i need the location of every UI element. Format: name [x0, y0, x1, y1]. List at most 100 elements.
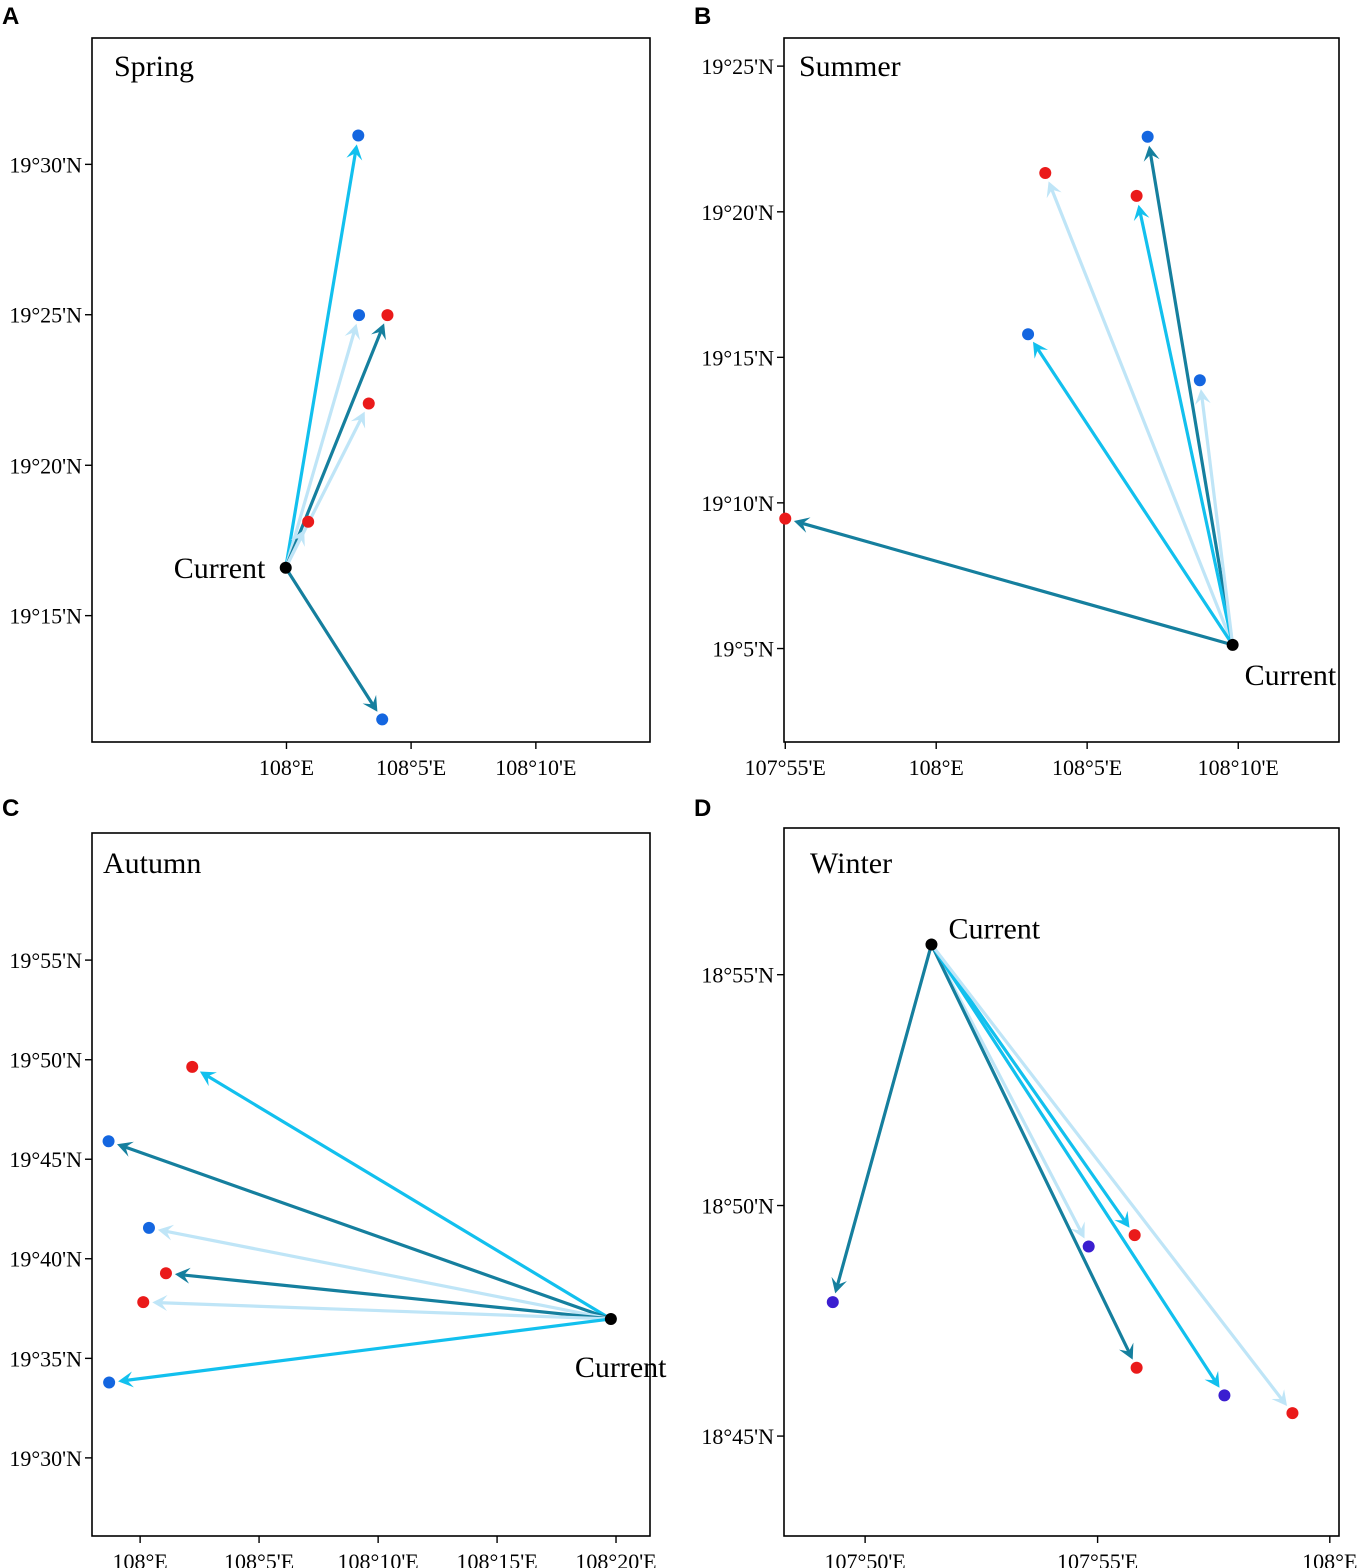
movement-arrow-line — [835, 942, 934, 1287]
y-tick-label: 19°45'N — [9, 1147, 82, 1172]
movement-arrow-head — [1143, 145, 1160, 162]
movement-arrow-line — [284, 566, 375, 706]
plot-frame-a — [91, 37, 651, 743]
x-tick-label: 108°15'E — [456, 1549, 537, 1568]
x-tick-label: 108°E — [259, 755, 314, 780]
movement-arrow-head — [362, 694, 378, 712]
movement-arrow-line — [929, 942, 1126, 1222]
movement-arrow-head — [174, 1267, 191, 1284]
y-tick-label: 19°30'N — [9, 1446, 82, 1471]
movement-arrow-head — [1133, 204, 1150, 222]
movement-arrow-line — [123, 1145, 613, 1321]
season-title: Autumn — [103, 847, 201, 880]
y-tick-label: 19°20'N — [701, 200, 774, 225]
season-title: Summer — [799, 50, 901, 83]
movement-arrow-line — [284, 151, 357, 570]
x-tick-label: 108°10'E — [1198, 755, 1279, 780]
movement-arrow-head — [1046, 181, 1062, 199]
movement-arrow-head — [157, 1224, 175, 1241]
movement-arrow-line — [159, 1301, 613, 1321]
current-point — [279, 561, 292, 574]
season-title: Winter — [810, 847, 892, 880]
destination-point — [353, 309, 366, 322]
y-tick-label: 19°20'N — [9, 453, 82, 478]
destination-point — [1130, 1361, 1143, 1374]
destination-point — [352, 129, 365, 142]
x-tick-label: 107°55'E — [1057, 1549, 1138, 1568]
y-tick-label: 19°40'N — [9, 1247, 82, 1272]
movement-arrow-head — [344, 323, 360, 341]
x-tick-label: 108°E — [112, 1549, 167, 1568]
movement-arrow-head — [117, 1141, 134, 1157]
plot-frame-b — [783, 37, 1340, 743]
destination-point — [826, 1296, 839, 1309]
destination-point — [102, 1135, 115, 1148]
movement-arrow-line — [206, 1074, 613, 1321]
movement-arrow-line — [929, 942, 1131, 1354]
movement-arrow-line — [1138, 211, 1235, 647]
movement-arrow-head — [1204, 1370, 1220, 1388]
destination-point — [302, 515, 315, 528]
destination-point — [376, 713, 389, 726]
x-tick-label: 107°55'E — [745, 755, 826, 780]
movement-arrow-line — [284, 330, 356, 570]
movement-arrow-line — [182, 1273, 613, 1321]
movement-arrow-head — [1119, 1342, 1134, 1360]
panel-letter: A — [2, 3, 19, 30]
x-tick-label: 108°5'E — [224, 1549, 294, 1568]
destination-point — [362, 397, 375, 410]
y-tick-label: 19°10'N — [701, 491, 774, 516]
destination-point — [142, 1221, 155, 1234]
movement-arrow-line — [125, 1317, 613, 1382]
panel-letter: C — [2, 795, 19, 822]
y-tick-label: 19°35'N — [9, 1346, 82, 1371]
movement-arrow-line — [929, 942, 1284, 1401]
y-tick-label: 19°25'N — [701, 54, 774, 79]
y-tick-label: 19°5'N — [712, 637, 774, 662]
movement-arrow-head — [831, 1276, 847, 1294]
panel-summer: B Summer 107°55'E 108°E 108°5'E 108°10'E 19°25… — [694, 3, 1340, 780]
x-tick-label: 107°50'E — [825, 1549, 906, 1568]
movement-arrow-head — [1033, 341, 1048, 359]
destination-point — [1022, 328, 1035, 341]
x-tick-label: 108°20'E — [575, 1549, 656, 1568]
destination-point — [1082, 1240, 1095, 1253]
plot-frame-d — [783, 827, 1340, 1537]
y-tick-label: 19°15'N — [701, 345, 774, 370]
panel-winter: D Winter 107°50'E 107°55'E 108°E 18°55'N 18°50… — [694, 795, 1357, 1568]
movement-arrow-head — [346, 144, 363, 161]
movement-arrow-line — [284, 330, 383, 570]
destination-point — [186, 1060, 199, 1073]
y-tick-label: 19°50'N — [9, 1048, 82, 1073]
destination-point — [103, 1376, 116, 1389]
destination-point — [1130, 189, 1143, 202]
destination-point — [159, 1267, 172, 1280]
movement-arrow-head — [1271, 1389, 1287, 1406]
y-tick-label: 18°50'N — [701, 1194, 774, 1219]
current-label: Current — [948, 913, 1040, 946]
y-tick-label: 18°45'N — [701, 1424, 774, 1449]
destination-point — [1039, 167, 1052, 180]
current-point — [604, 1312, 617, 1325]
destination-point — [1193, 374, 1206, 387]
y-tick-label: 19°55'N — [9, 948, 82, 973]
destination-point — [137, 1296, 150, 1309]
panel-spring: A Spring 108°E 108°5'E 108°10'E 19°30'N 19°25'… — [2, 3, 651, 780]
x-tick-label: 108°E — [909, 755, 964, 780]
panel-autumn: C Autumn 108°E 108°5'E 108°10'E 108°15'E 108°2… — [2, 795, 667, 1568]
movement-arrow-line — [1200, 396, 1235, 647]
current-label: Current — [174, 552, 266, 585]
current-point — [925, 938, 938, 951]
movement-arrow-head — [118, 1371, 134, 1388]
movement-arrow-line — [1036, 347, 1235, 647]
panel-letter: B — [694, 3, 711, 30]
current-label: Current — [1245, 659, 1337, 692]
movement-arrow-head — [290, 529, 305, 547]
season-title: Spring — [114, 50, 194, 83]
movement-arrow-head — [1114, 1210, 1130, 1228]
y-tick-label: 19°25'N — [9, 303, 82, 328]
movement-arrow-head — [152, 1295, 168, 1311]
x-tick-label: 108°5'E — [376, 755, 446, 780]
panel-letter: D — [694, 795, 711, 822]
